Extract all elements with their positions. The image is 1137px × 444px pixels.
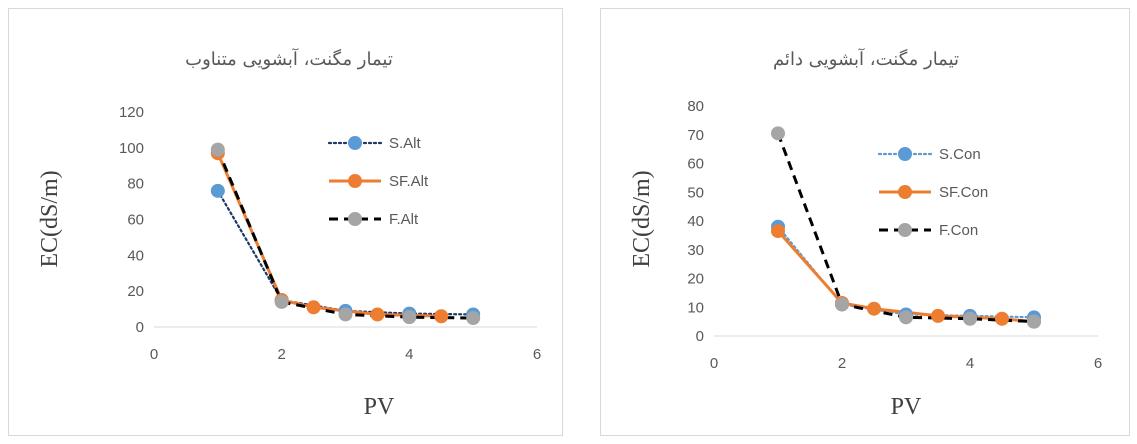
legend-label: S.Con (939, 146, 981, 163)
data-point-sf-con (995, 311, 1009, 326)
chart-panel-alternating: تیمار مگنت، آبشویی متناوب EC(dS/m) PV 0 20 40… (8, 8, 563, 436)
y-tick-label: 40 (127, 247, 144, 264)
y-tick-label: 60 (687, 156, 704, 173)
legend-label: F.Alt (389, 211, 419, 228)
y-tick-label: 100 (119, 140, 144, 157)
chart-panel-continuous: تیمار مگنت، آبشویی دائم EC(dS/m) PV 0 10 20 30… (600, 8, 1130, 436)
y-tick-label: 80 (687, 98, 704, 115)
data-point-f-con (963, 311, 977, 326)
data-point-sf-alt (434, 309, 449, 324)
x-tick-label: 2 (838, 355, 846, 372)
x-tick-label: 6 (533, 346, 541, 363)
data-point-sf-alt (306, 300, 321, 315)
chart-title: تیمار مگنت، آبشویی متناوب (185, 48, 393, 70)
data-point-f-con (1027, 314, 1041, 329)
y-axis-title: EC(dS/m) (37, 170, 63, 267)
y-tick-label: 20 (127, 283, 144, 300)
data-point-f-alt (466, 311, 481, 326)
data-point-sf-con (867, 301, 881, 316)
legend-label: S.Alt (389, 135, 422, 152)
y-tick-label: 60 (127, 212, 144, 229)
y-axis-title: EC(dS/m) (629, 170, 655, 267)
y-tick-label: 0 (136, 319, 144, 336)
chart-svg: تیمار مگنت، آبشویی دائمEC(dS/m)PV0102030… (629, 48, 1102, 420)
x-tick-label: 4 (405, 346, 413, 363)
x-axis-title: PV (364, 394, 395, 420)
legend-label: F.Con (939, 222, 978, 239)
legend-marker (898, 185, 912, 199)
legend-marker (898, 147, 912, 161)
data-point-f-con (835, 297, 849, 312)
x-tick-label: 0 (710, 355, 718, 372)
data-point-f-alt (338, 307, 353, 322)
legend-marker (348, 136, 362, 150)
y-tick-label: 0 (696, 328, 704, 345)
y-tick-label: 80 (127, 176, 144, 193)
data-point-s-alt (210, 183, 225, 198)
legend-marker (348, 174, 362, 188)
legend-marker (348, 212, 362, 226)
x-tick-label: 4 (966, 355, 974, 372)
x-tick-label: 0 (150, 346, 158, 363)
x-tick-label: 2 (277, 346, 285, 363)
data-point-f-alt (274, 294, 289, 309)
y-tick-label: 20 (687, 271, 704, 288)
chart-title: تیمار مگنت، آبشویی دائم (773, 48, 959, 70)
series-line-s-alt (216, 189, 475, 316)
data-point-f-alt (402, 310, 417, 325)
data-point-f-con (899, 310, 913, 325)
chart-svg: تیمار مگنت، آبشویی متناوبEC(dS/m)PV02040… (37, 48, 541, 420)
data-point-f-con (771, 126, 785, 141)
y-tick-label: 10 (687, 299, 704, 316)
x-axis-title: PV (891, 394, 922, 420)
data-point-sf-con (771, 224, 785, 239)
data-point-sf-alt (370, 307, 385, 322)
x-tick-label: 6 (1094, 355, 1102, 372)
series-line-f-alt (216, 149, 474, 320)
legend-label: SF.Con (939, 184, 988, 201)
y-tick-label: 30 (687, 242, 704, 259)
y-tick-label: 50 (687, 184, 704, 201)
y-tick-label: 120 (119, 104, 144, 121)
legend-marker (898, 223, 912, 237)
y-tick-label: 70 (687, 127, 704, 144)
y-tick-label: 40 (687, 213, 704, 230)
data-point-f-alt (210, 142, 225, 157)
legend-label: SF.Alt (389, 173, 429, 190)
data-point-sf-con (931, 308, 945, 323)
